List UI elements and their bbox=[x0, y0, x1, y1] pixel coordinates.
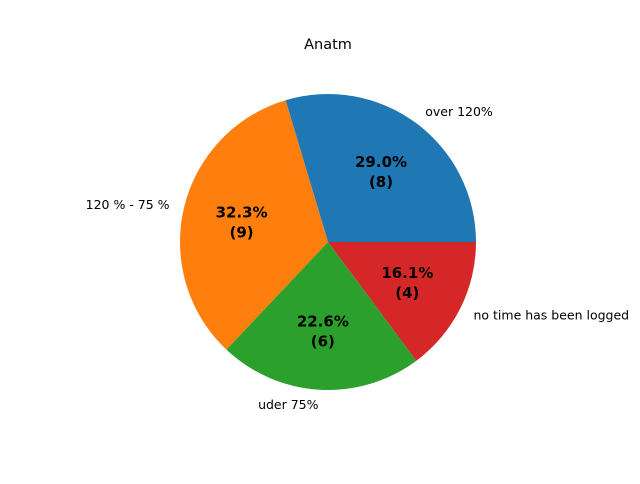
pie-labels: over 120% 29.0% (8) 120 % - 75 % 32.3% (9) ude… bbox=[86, 104, 629, 412]
slice-label-over-120: over 120% bbox=[425, 104, 493, 119]
slice-percent-uder-75: 22.6% (6) bbox=[297, 313, 349, 351]
slice-label-no-time-has-been-logged: no time has been logged bbox=[473, 308, 629, 323]
chart-title: Anatm bbox=[304, 37, 352, 53]
slice-label-120-75: 120 % - 75 % bbox=[86, 197, 170, 212]
slice-percent-over-120: 29.0% (8) bbox=[355, 153, 407, 191]
pie-slice-uder-75 bbox=[226, 242, 417, 390]
pie-slices bbox=[180, 94, 476, 390]
pie-slice-120-75 bbox=[180, 100, 328, 350]
slice-label-uder-75: uder 75% bbox=[258, 397, 319, 412]
pie-slice-over-120 bbox=[285, 94, 476, 242]
slice-percent-no-time-has-been-logged: 16.1% (4) bbox=[381, 264, 433, 302]
pie-slice-no-time-has-been-logged bbox=[328, 242, 476, 361]
slice-percent-120-75: 32.3% (9) bbox=[216, 204, 268, 242]
